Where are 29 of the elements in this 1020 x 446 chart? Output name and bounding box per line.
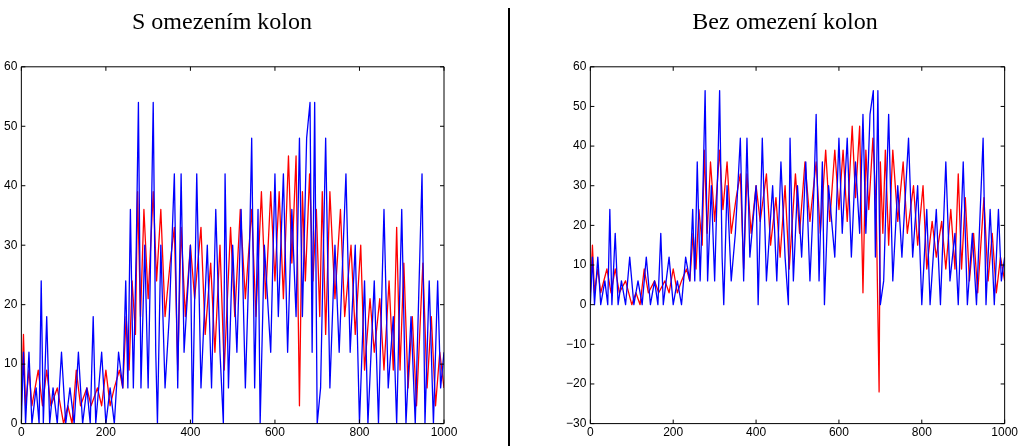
x-tick-label: 400 <box>746 425 767 440</box>
y-tick-label: 30 <box>573 178 587 193</box>
y-tick-label: −20 <box>566 376 587 391</box>
x-tick-label: 600 <box>828 425 850 440</box>
x-tick-label: 1000 <box>430 425 458 440</box>
y-tick-label: 40 <box>3 178 18 193</box>
y-tick-label: 50 <box>573 98 587 113</box>
y-tick-label: 60 <box>573 59 587 74</box>
x-tick-label: 400 <box>180 425 201 440</box>
y-tick-label: 10 <box>3 356 18 371</box>
y-tick-label: 60 <box>3 59 18 74</box>
y-tick-label: 20 <box>573 217 587 232</box>
chart-title: Bez omezení kolon <box>692 7 878 34</box>
y-tick-label: 10 <box>573 257 587 272</box>
y-tick-label: 0 <box>579 296 587 311</box>
x-tick-label: 200 <box>95 425 117 440</box>
y-tick-label: 0 <box>10 415 18 430</box>
y-tick-label: 50 <box>3 118 18 133</box>
x-tick-label: 200 <box>663 425 684 440</box>
x-tick-label: 600 <box>264 425 286 440</box>
chart-title: S omezením kolon <box>132 7 312 34</box>
y-tick-label: 30 <box>3 237 18 252</box>
y-tick-label: −30 <box>566 415 587 430</box>
y-tick-label: −10 <box>566 336 587 351</box>
x-tick-label: 1000 <box>991 425 1019 440</box>
x-tick-label: 800 <box>911 425 933 440</box>
y-tick-label: 40 <box>573 138 587 153</box>
x-tick-label: 800 <box>349 425 370 440</box>
y-tick-label: 20 <box>3 296 18 311</box>
